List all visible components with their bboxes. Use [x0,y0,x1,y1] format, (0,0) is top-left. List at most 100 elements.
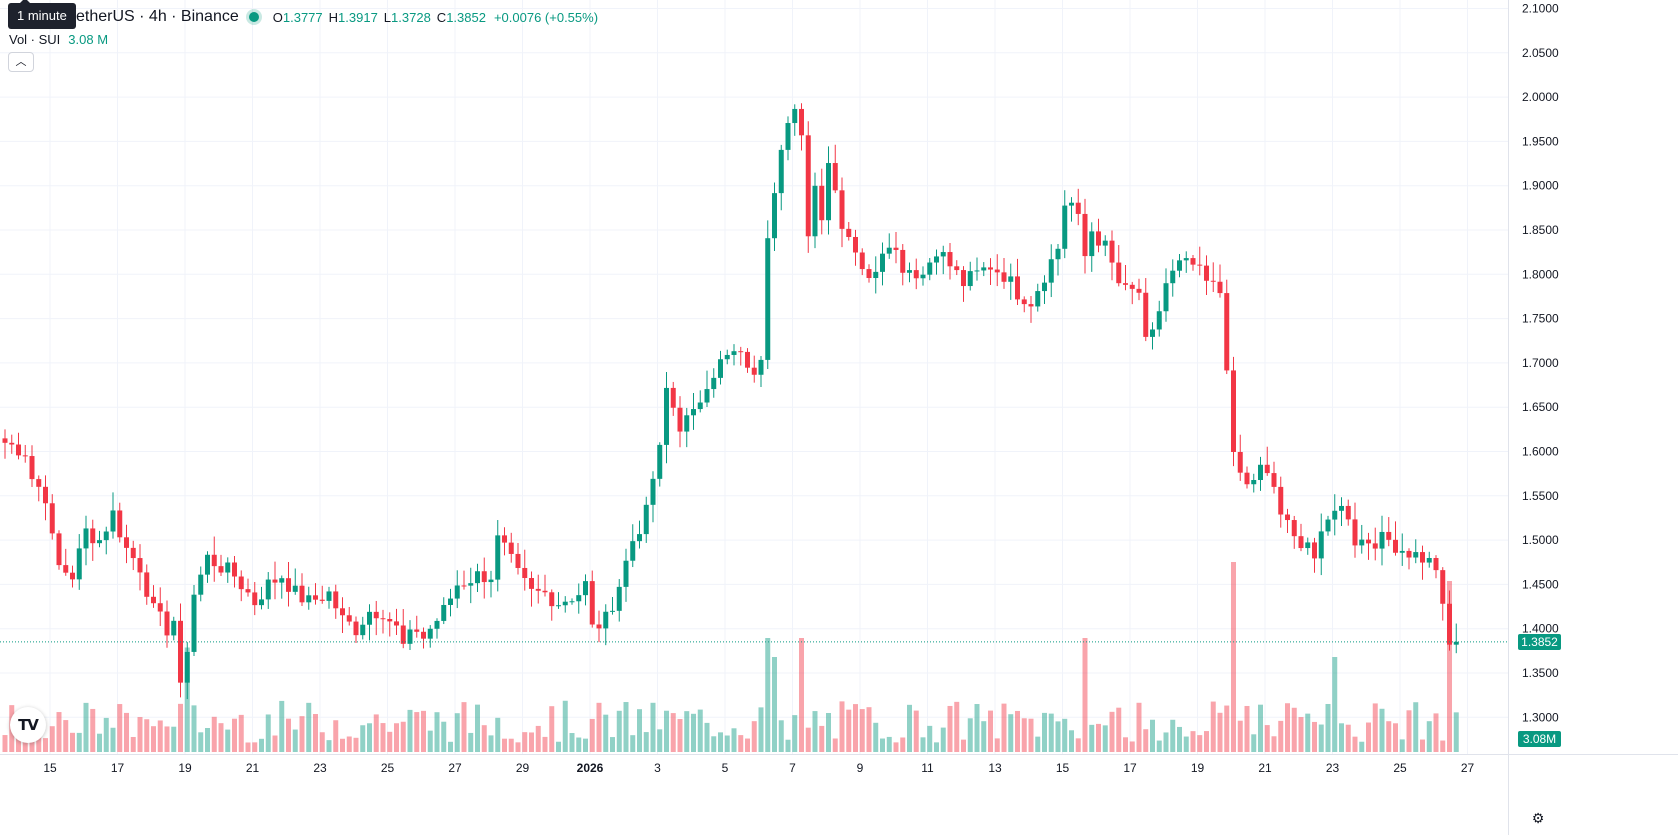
candle-body [1285,514,1290,521]
candle-body [1352,519,1358,546]
volume-bar [178,703,183,752]
candle-body [1116,262,1122,284]
candle-body [1325,519,1331,532]
candle-body [1291,520,1297,537]
candle-body [441,604,447,621]
market-status-icon[interactable] [248,12,259,22]
candle-body [650,478,656,505]
time-tick-label: 17 [1123,761,1137,775]
volume-bar [907,704,912,752]
volume-bar [292,729,298,752]
candle-body [225,562,231,573]
volume-label: Vol · SUI [9,32,61,47]
volume-bar [1318,724,1324,752]
candle-body [1143,292,1149,337]
time-tick-label: 7 [789,761,796,775]
volume-bar [610,737,615,752]
tradingview-logo-icon[interactable]: TV [10,707,46,743]
volume-bar [90,708,96,752]
volume-bar [623,702,629,752]
volume-bar [1183,736,1189,752]
volume-bar [1359,741,1365,752]
volume-bar [630,735,636,752]
candle-body [245,589,251,593]
candle-body [839,190,845,229]
settings-icon[interactable]: ⚙ [1531,811,1545,827]
time-tick-label: 9 [857,761,864,775]
candle-body [907,270,912,273]
volume-bar [718,732,723,752]
volume-bar [657,729,663,752]
price-tick-label: 1.4000 [1522,622,1559,636]
candle-body [211,554,217,567]
volume-bar [1042,712,1047,752]
volume-bar [1177,726,1182,752]
volume-bar [819,725,825,752]
volume-bar [43,738,48,752]
candle-body [913,270,919,279]
volume-bar [711,736,717,752]
volume-bar [859,709,865,752]
volume-bar [799,638,804,752]
candle-body [859,252,865,270]
volume-bar [387,731,393,752]
volume-bar [468,732,474,752]
price-axis: 2.1000 2.0500 2.0000 1.9500 1.9000 1.8500 1.80… [1508,0,1559,835]
candle-body [616,586,622,611]
price-tick-label: 1.6000 [1522,445,1559,459]
candle-body [421,631,426,639]
volume-bar [934,742,939,752]
candle-body [502,535,507,543]
candle-body [1366,539,1371,544]
volume-bar [414,712,420,752]
candle-body [360,624,366,636]
volume-bar [1285,703,1290,752]
candle-body [124,537,129,548]
candle-body [151,596,156,604]
volume-bar [677,719,683,752]
collapse-legend-button[interactable]: ︿ [8,52,34,72]
candle-body [623,560,629,587]
price-tick-label: 1.4500 [1522,577,1559,591]
time-tick-label: 23 [313,761,327,775]
candle-body [117,510,123,538]
volume-bar [792,715,798,752]
volume-bar [967,718,973,752]
volume-bar [313,714,318,752]
price-tick-label: 1.7000 [1522,356,1559,370]
volume-bar [441,721,447,752]
candle-body [1359,539,1365,546]
volume-bar [56,712,62,752]
price-tick-label: 1.7500 [1522,312,1559,326]
volume-bar [184,647,190,752]
volume-bar [927,725,933,752]
candle-body [1264,464,1270,474]
candle-body [373,611,379,619]
candle-body [340,608,345,616]
candle-body [29,456,35,480]
volume-bar [1224,705,1230,752]
candle-body [434,620,440,629]
volume-legend[interactable]: Vol · SUI 3.08 M [9,32,108,47]
volume-bar [1244,705,1250,752]
candle-body [704,389,710,403]
volume-bar [947,705,953,752]
candle-body [562,601,568,606]
volume-bar [812,711,818,752]
candle-body [751,367,757,375]
volume-bar [1028,718,1034,752]
time-tick-label: 27 [448,761,462,775]
candle-body [272,579,278,583]
candle-body [367,611,372,625]
candle-body [1251,480,1257,485]
volume-bar [542,736,548,752]
time-tick-label: 15 [43,761,57,775]
candle-body [1420,552,1425,563]
candle-body [1075,202,1081,214]
volume-bar [272,735,278,752]
price-tick-label: 1.8500 [1522,223,1559,237]
candle-body [596,624,602,629]
volume-bar [97,733,102,752]
symbol-title[interactable]: etherUS · 4h · Binance [76,8,239,25]
